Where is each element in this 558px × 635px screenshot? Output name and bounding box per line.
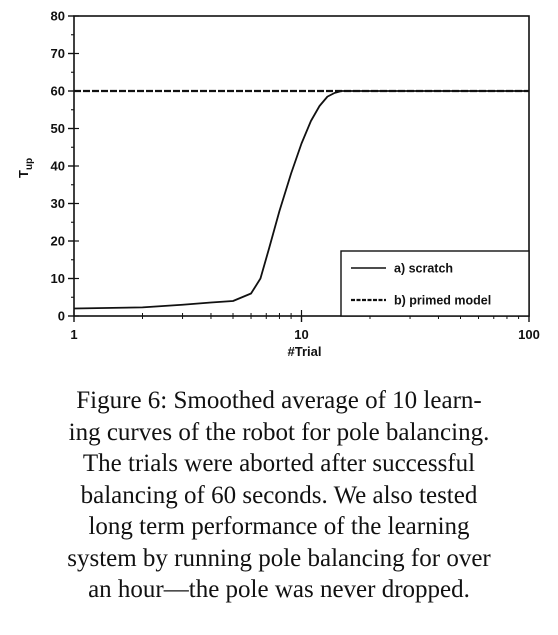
y-tick-label: 20 [51, 234, 65, 249]
y-tick-label: 30 [51, 196, 65, 211]
y-tick-label: 60 [51, 84, 65, 99]
x-tick-label: 100 [518, 327, 540, 342]
y-tick-label: 10 [51, 271, 65, 286]
y-tick-label: 50 [51, 121, 65, 136]
legend-box [340, 250, 530, 317]
caption-line-6: system by running pole balancing for ove… [67, 544, 491, 572]
legend-label-2: b) primed model [394, 294, 491, 308]
caption-line-1: Figure 6: Smoothed average of 10 learn- [76, 387, 482, 414]
caption-line-3: The trials were aborted after successful [82, 450, 476, 477]
x-axis-title: #Trial [288, 344, 322, 359]
y-tick-label: 0 [58, 309, 65, 324]
chart: 0 10 20 30 40 50 60 70 80 1 10 100 #Trial Tup a) scrat… [16, 9, 540, 360]
caption-line-5: long term performance of the learning [88, 513, 470, 540]
caption-line-7: an hour—the pole was never dropped. [88, 576, 470, 603]
figure-caption: Figure 6: Smoothed average of 10 learn- … [0, 385, 558, 606]
y-axis-title: Tup [16, 158, 35, 178]
y-tick-label: 40 [51, 159, 65, 174]
caption-line-4: balancing of 60 seconds. We also tested [80, 481, 478, 509]
y-tick-label: 80 [51, 9, 65, 24]
caption-line-2: ing curves of the robot for pole balanci… [68, 418, 490, 446]
x-tick-label: 10 [294, 327, 308, 342]
x-tick-label: 1 [70, 327, 77, 342]
y-tick-label: 70 [51, 46, 65, 61]
legend-label-1: a) scratch [394, 262, 453, 276]
